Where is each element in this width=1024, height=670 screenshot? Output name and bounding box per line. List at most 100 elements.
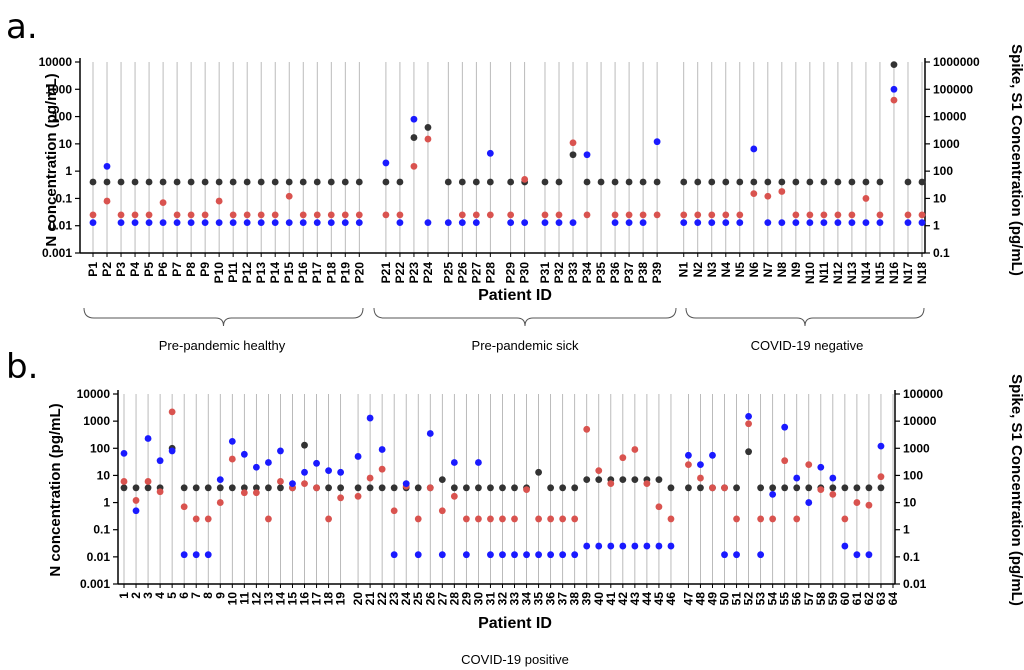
spike-point	[569, 219, 577, 227]
x-tick-label: 6	[177, 592, 191, 599]
x-tick-label: P14	[268, 262, 282, 284]
x-tick-label: 62	[862, 592, 876, 606]
right-tick-label: 0.1	[903, 550, 920, 564]
x-tick-label: P9	[198, 262, 212, 277]
x-tick-label: 45	[652, 592, 666, 606]
n_concentration-point	[382, 211, 390, 219]
spike-point	[410, 115, 418, 123]
spike-point	[366, 414, 374, 422]
x-tick-label: 32	[495, 592, 509, 606]
right-tick-label: 1	[903, 523, 910, 537]
spike-point	[462, 551, 470, 559]
n_concentration-point	[667, 515, 675, 523]
x-tick-label: P23	[407, 262, 421, 284]
spike-point	[750, 145, 758, 153]
n_concentration-point	[192, 515, 200, 523]
x-tick-label: 47	[681, 592, 695, 606]
s1-point	[215, 178, 223, 186]
x-tick-label: 1	[117, 592, 131, 599]
s1-point	[382, 178, 390, 186]
x-tick-label: 9	[213, 592, 227, 599]
chart-panel-a: N concentration (pg/mL) Spike, S1 Concen…	[39, 44, 1024, 353]
s1-point	[410, 134, 418, 141]
x-tick-label: N14	[859, 262, 873, 284]
n_concentration-point	[876, 211, 884, 219]
n_concentration-point	[631, 446, 639, 453]
n_concentration-point	[829, 491, 837, 498]
x-tick-label: 3	[141, 592, 155, 599]
n_concentration-point	[523, 486, 530, 494]
n_concentration-point	[243, 211, 251, 219]
n_concentration-point	[697, 474, 704, 482]
n_concentration-point	[145, 211, 153, 219]
left-axis-label-a: N concentration (pg/mL)	[43, 73, 60, 246]
spike-point	[301, 468, 308, 476]
n_concentration-point	[252, 489, 260, 497]
x-tick-label: P17	[310, 262, 324, 284]
s1-point	[396, 178, 404, 186]
spike-point	[228, 437, 236, 445]
n_concentration-point	[204, 515, 212, 523]
x-tick-label: P2	[100, 262, 114, 277]
x-tick-label: P15	[282, 262, 296, 284]
spike-point	[721, 551, 728, 559]
spike-point	[327, 219, 335, 227]
x-tick-label: 61	[850, 592, 864, 606]
s1-point	[341, 178, 349, 186]
n_concentration-point	[820, 211, 828, 219]
spike-point	[424, 219, 432, 227]
left-axis-label-b: N concentration (pg/mL)	[47, 403, 64, 576]
n_concentration-point	[414, 515, 422, 523]
n_concentration-point	[571, 515, 579, 523]
x-tick-label: 13	[261, 592, 275, 606]
x-tick-label: 37	[556, 592, 570, 606]
x-tick-label: N13	[845, 262, 859, 284]
x-tick-label: P27	[469, 262, 483, 284]
s1-point	[216, 484, 224, 492]
n_concentration-point	[722, 211, 730, 219]
spike-point	[817, 463, 825, 471]
spike-point	[313, 219, 321, 227]
s1-point	[625, 178, 633, 186]
s1-point	[229, 178, 237, 186]
right-axis-label-b: Spike, S1 Concentration (pg/mL)	[1008, 374, 1024, 606]
x-tick-label: N18	[915, 262, 929, 284]
n_concentration-point	[131, 211, 139, 219]
spike-point	[653, 138, 661, 146]
s1-point	[694, 178, 702, 186]
spike-point	[168, 447, 176, 455]
x-tick-label: 15	[285, 592, 299, 606]
spike-point	[414, 551, 422, 559]
s1-point	[187, 178, 195, 186]
s1-point	[103, 178, 111, 186]
spike-point	[625, 219, 633, 227]
n_concentration-point	[325, 515, 332, 523]
s1-point	[299, 178, 307, 186]
x-tick-label: P18	[324, 262, 338, 284]
s1-point	[354, 484, 362, 492]
spike-point	[643, 542, 651, 550]
n_concentration-point	[410, 162, 418, 170]
spike-point	[487, 551, 494, 559]
x-tick-label: P1	[86, 262, 100, 277]
x-tick-label: 26	[423, 592, 437, 606]
x-tick-label: P29	[504, 262, 518, 284]
s1-point	[450, 484, 458, 492]
n_concentration-point	[215, 197, 223, 205]
n_concentration-point	[355, 211, 363, 219]
spike-point	[378, 446, 386, 453]
spike-point	[841, 542, 849, 550]
spike-point	[131, 219, 139, 227]
n_concentration-point	[595, 467, 603, 475]
n_concentration-point	[462, 515, 470, 523]
x-tick-label: 4	[153, 592, 167, 599]
x-tick-label: N15	[873, 262, 887, 284]
s1-point	[862, 178, 870, 186]
s1-point	[792, 178, 800, 186]
spike-point	[571, 551, 579, 559]
x-tick-label: 33	[508, 592, 522, 606]
x-tick-label: 27	[435, 592, 449, 606]
spike-point	[173, 219, 181, 227]
s1-point	[655, 476, 663, 484]
